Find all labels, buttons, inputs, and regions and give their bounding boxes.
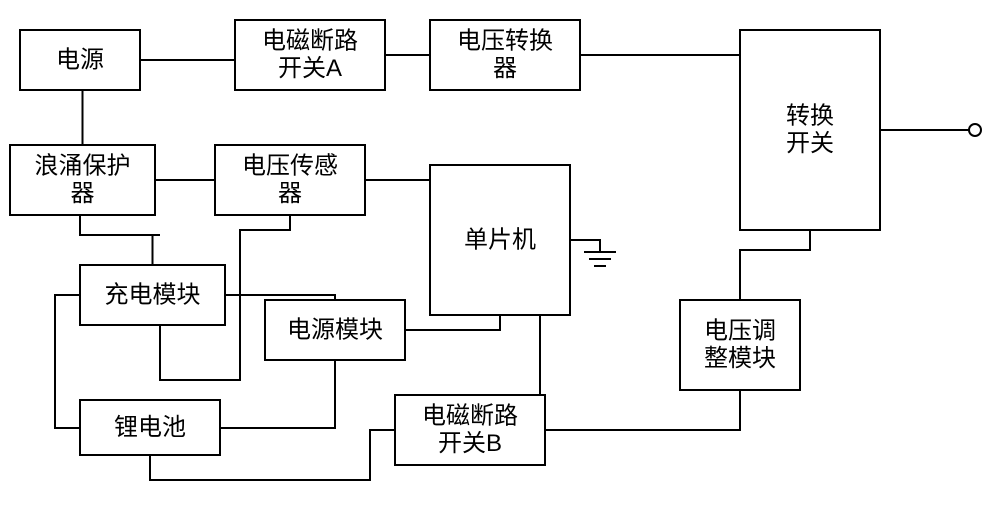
node-vadj-label-0: 电压调 <box>704 318 776 345</box>
node-breakerB-label-1: 开关B <box>438 430 502 457</box>
edge-power-surge <box>80 90 83 145</box>
node-charger-label-0: 充电模块 <box>105 281 201 308</box>
node-vadj: 电压调整模块 <box>680 300 800 390</box>
node-breakerA: 电磁断路开关A <box>235 20 385 90</box>
node-pwrmod: 电源模块 <box>265 300 405 360</box>
node-power-label-0: 电源 <box>56 46 104 73</box>
node-vadj-label-1: 整模块 <box>704 345 776 372</box>
node-breakerA-label-0: 电磁断路 <box>262 28 358 55</box>
node-battery: 锂电池 <box>80 400 220 455</box>
edge-breakerB-vadj <box>545 390 740 430</box>
edge-pwrmod-mcu <box>405 315 500 330</box>
output-terminal <box>880 124 981 136</box>
edge-vadj-transfer <box>740 230 810 300</box>
node-mcu-label-0: 单片机 <box>464 226 536 253</box>
node-surge-label-0: 浪涌保护 <box>35 153 131 180</box>
node-power: 电源 <box>20 30 140 90</box>
node-surge: 浪涌保护器 <box>10 145 155 215</box>
edge-pwrmod-battery <box>220 360 335 428</box>
node-vsensor-label-1: 器 <box>278 180 302 207</box>
ground-symbol <box>570 240 616 266</box>
edge-surge-charger <box>80 215 160 265</box>
node-pwrmod-label-0: 电源模块 <box>287 316 383 343</box>
node-transfer-label-0: 转换 <box>786 103 834 130</box>
node-converter-label-0: 电压转换 <box>457 28 553 55</box>
node-surge-label-1: 器 <box>71 180 95 207</box>
edge-vsensor-mcu <box>365 180 430 240</box>
node-converter: 电压转换器 <box>430 20 580 90</box>
edge-breakerB-mcu <box>510 315 540 395</box>
nodes-layer: 电源电磁断路开关A电压转换器转换开关浪涌保护器电压传感器单片机充电模块电源模块电… <box>10 20 880 465</box>
node-breakerB-label-0: 电磁断路 <box>422 403 518 430</box>
node-battery-label-0: 锂电池 <box>114 414 186 441</box>
node-mcu: 单片机 <box>430 165 570 315</box>
node-charger: 充电模块 <box>80 265 225 325</box>
node-transfer: 转换开关 <box>740 30 880 230</box>
node-converter-label-1: 器 <box>493 55 517 82</box>
edge-converter-transfer <box>580 55 740 130</box>
node-vsensor: 电压传感器 <box>215 145 365 215</box>
edge-charger-battery <box>55 295 80 428</box>
node-breakerA-label-1: 开关A <box>278 55 342 82</box>
node-vsensor-label-0: 电压传感 <box>242 153 338 180</box>
node-breakerB: 电磁断路开关B <box>395 395 545 465</box>
block-diagram: 电源电磁断路开关A电压转换器转换开关浪涌保护器电压传感器单片机充电模块电源模块电… <box>0 0 1000 510</box>
node-transfer-label-1: 开关 <box>786 130 834 157</box>
edge-power-breakerA <box>140 55 235 60</box>
